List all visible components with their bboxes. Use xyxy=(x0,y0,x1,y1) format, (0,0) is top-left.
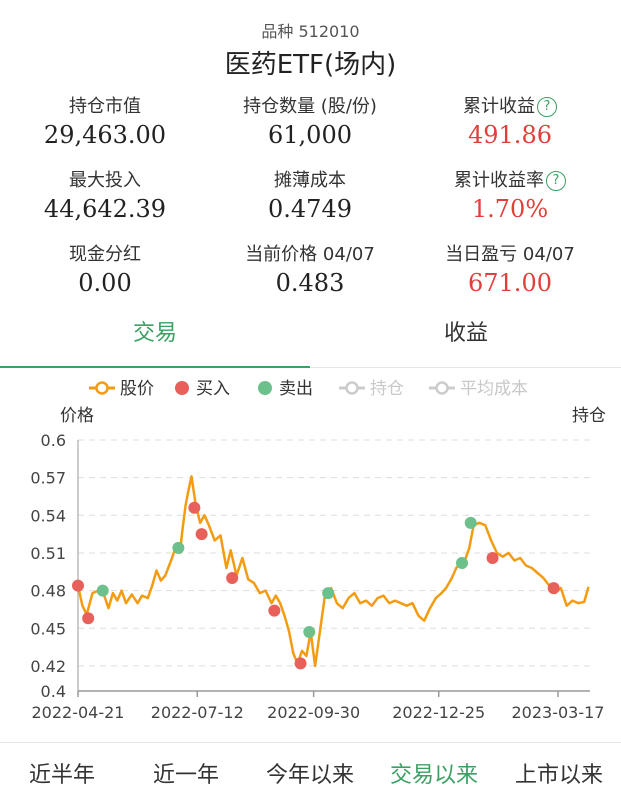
metric-value: 671.00 xyxy=(468,269,552,297)
metric-value: 0.00 xyxy=(78,269,132,297)
price-chart[interactable]: 价格 持仓 0.6 0.57 0.54 0.51 0.48 0.45 0.42 0.4 2022-0… xyxy=(0,400,621,730)
legend-dot-icon xyxy=(175,381,189,395)
legend-label: 股价 xyxy=(120,379,154,399)
legend-item-0[interactable]: 股价 xyxy=(88,376,154,402)
legend-item-2[interactable]: 卖出 xyxy=(255,376,313,402)
metric-2[interactable]: 累计收益? 491.86 xyxy=(410,94,610,150)
metric-label: 累计收益? xyxy=(410,94,610,120)
legend-label: 卖出 xyxy=(279,379,313,399)
metric-label: 当前价格 04/07 xyxy=(245,244,375,265)
y-tick-label: 0.48 xyxy=(30,582,66,601)
x-tick-label: 2022-04-21 xyxy=(32,703,125,722)
metric-label: 最大投入 xyxy=(69,170,141,191)
sell-point[interactable] xyxy=(322,587,335,600)
x-tick-label: 2022-07-12 xyxy=(151,703,244,722)
tab-bar: 交易 收益 xyxy=(0,312,621,368)
range-tab-2[interactable]: 今年以来 xyxy=(265,763,354,788)
legend-item-3[interactable]: 持仓 xyxy=(338,376,404,402)
range-tab-1[interactable]: 近一年 xyxy=(152,763,219,788)
y-tick-label: 0.4 xyxy=(41,682,66,701)
metric-3: 最大投入 44,642.39 xyxy=(5,168,205,224)
buy-point[interactable] xyxy=(72,579,84,592)
help-icon[interactable]: ? xyxy=(546,171,566,191)
y-tick-label: 0.57 xyxy=(30,469,66,488)
x-tick-label: 2022-12-25 xyxy=(392,703,485,722)
metric-label: 持仓数量 (股/份) xyxy=(243,96,377,117)
sell-point[interactable] xyxy=(303,626,316,639)
metric-value: 491.86 xyxy=(468,121,552,149)
legend-item-4[interactable]: 平均成本 xyxy=(428,376,528,402)
buy-point[interactable] xyxy=(547,582,560,595)
metric-4: 摊薄成本 0.4749 xyxy=(210,168,410,224)
tab-profit[interactable]: 收益 xyxy=(443,321,488,346)
y-axis-label: 价格 xyxy=(60,406,94,426)
price-line[interactable] xyxy=(76,475,590,668)
buy-point[interactable] xyxy=(195,528,208,541)
x-tick-label: 2022-09-30 xyxy=(267,703,360,722)
metric-1: 持仓数量 (股/份) 61,000 xyxy=(210,94,410,150)
time-range-bar: 近半年 近一年 今年以来 交易以来 上市以来 xyxy=(0,742,621,811)
metric-8: 当日盈亏 04/07 671.00 xyxy=(410,242,610,298)
metric-label: 现金分红 xyxy=(69,244,141,265)
metric-label: 累计收益率? xyxy=(410,168,610,194)
legend-dot-icon xyxy=(258,381,272,395)
y-tick-label: 0.6 xyxy=(41,431,66,450)
legend-line-icon xyxy=(429,381,455,395)
y2-axis-label: 持仓 xyxy=(572,406,606,426)
metric-label: 当日盈亏 04/07 xyxy=(445,244,575,265)
fund-code: 品种 512010 xyxy=(261,22,360,41)
tab-indicator xyxy=(0,366,310,368)
range-tab-0[interactable]: 近半年 xyxy=(28,763,95,788)
tab-trade[interactable]: 交易 xyxy=(132,321,177,346)
metric-value: 61,000 xyxy=(268,121,352,149)
buy-point[interactable] xyxy=(268,604,281,617)
sell-point[interactable] xyxy=(172,541,185,554)
metric-label: 持仓市值 xyxy=(69,96,141,117)
range-tab-4[interactable]: 上市以来 xyxy=(514,763,603,788)
help-icon[interactable]: ? xyxy=(537,97,557,117)
chart-legend: 股价 买入 卖出 持仓 平均成本 xyxy=(0,376,621,402)
buy-point[interactable] xyxy=(188,501,201,514)
y-tick-label: 0.45 xyxy=(30,619,66,638)
sell-point[interactable] xyxy=(96,584,109,597)
metric-0: 持仓市值 29,463.00 xyxy=(5,94,205,150)
metric-7: 当前价格 04/07 0.483 xyxy=(210,242,410,298)
range-tab-3[interactable]: 交易以来 xyxy=(389,763,478,788)
metric-value: 44,642.39 xyxy=(43,195,167,223)
legend-line-icon xyxy=(89,381,115,395)
y-tick-label: 0.54 xyxy=(30,506,66,525)
metric-value: 1.70% xyxy=(471,195,549,223)
y-tick-label: 0.42 xyxy=(30,657,66,676)
legend-line-icon xyxy=(339,381,365,395)
metric-6: 现金分红 0.00 xyxy=(5,242,205,298)
sell-point[interactable] xyxy=(456,556,468,569)
legend-label: 持仓 xyxy=(370,379,404,399)
buy-point[interactable] xyxy=(226,572,239,585)
legend-label: 平均成本 xyxy=(460,379,528,399)
x-tick-label: 2023-03-17 xyxy=(512,703,605,722)
sell-point[interactable] xyxy=(464,516,477,529)
buy-point[interactable] xyxy=(82,612,95,625)
legend-item-1[interactable]: 买入 xyxy=(172,376,230,402)
fund-name: 医药ETF(场内) xyxy=(224,50,397,80)
legend-label: 买入 xyxy=(196,379,230,399)
metric-value: 0.4749 xyxy=(268,195,352,223)
y-tick-label: 0.51 xyxy=(30,544,66,563)
metric-label: 摊薄成本 xyxy=(274,170,346,191)
buy-point[interactable] xyxy=(294,657,307,670)
buy-point[interactable] xyxy=(486,551,499,564)
metric-value: 0.483 xyxy=(275,269,345,297)
metric-5[interactable]: 累计收益率? 1.70% xyxy=(410,168,610,224)
metric-value: 29,463.00 xyxy=(43,121,167,149)
